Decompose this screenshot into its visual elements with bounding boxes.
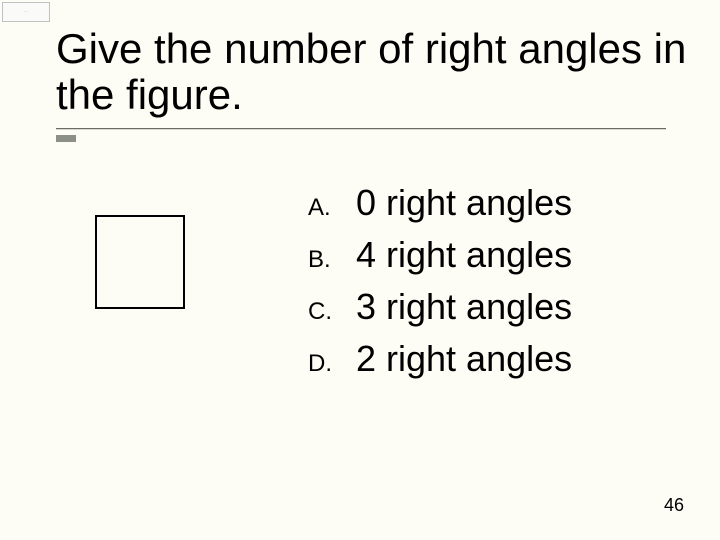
option-text: 2 right angles: [356, 338, 572, 380]
logo-placeholder: ···: [24, 10, 28, 14]
option-letter: B.: [308, 246, 356, 274]
figure-rectangle: [95, 215, 185, 309]
title-underline: [56, 128, 666, 130]
option-d: D. 2 right angles: [308, 338, 572, 380]
option-letter: D.: [308, 350, 356, 378]
title-block: Give the number of right angles in the f…: [56, 26, 690, 130]
option-text: 3 right angles: [356, 286, 572, 328]
publisher-logo: ···: [2, 2, 50, 22]
option-b: B. 4 right angles: [308, 234, 572, 276]
decorative-tab: [56, 135, 76, 142]
option-c: C. 3 right angles: [308, 286, 572, 328]
slide-title: Give the number of right angles in the f…: [56, 26, 690, 118]
page-number: 46: [664, 495, 684, 516]
option-letter: C.: [308, 298, 356, 326]
answer-options: A. 0 right angles B. 4 right angles C. 3…: [308, 182, 572, 390]
option-text: 4 right angles: [356, 234, 572, 276]
option-a: A. 0 right angles: [308, 182, 572, 224]
option-text: 0 right angles: [356, 182, 572, 224]
option-letter: A.: [308, 194, 356, 222]
